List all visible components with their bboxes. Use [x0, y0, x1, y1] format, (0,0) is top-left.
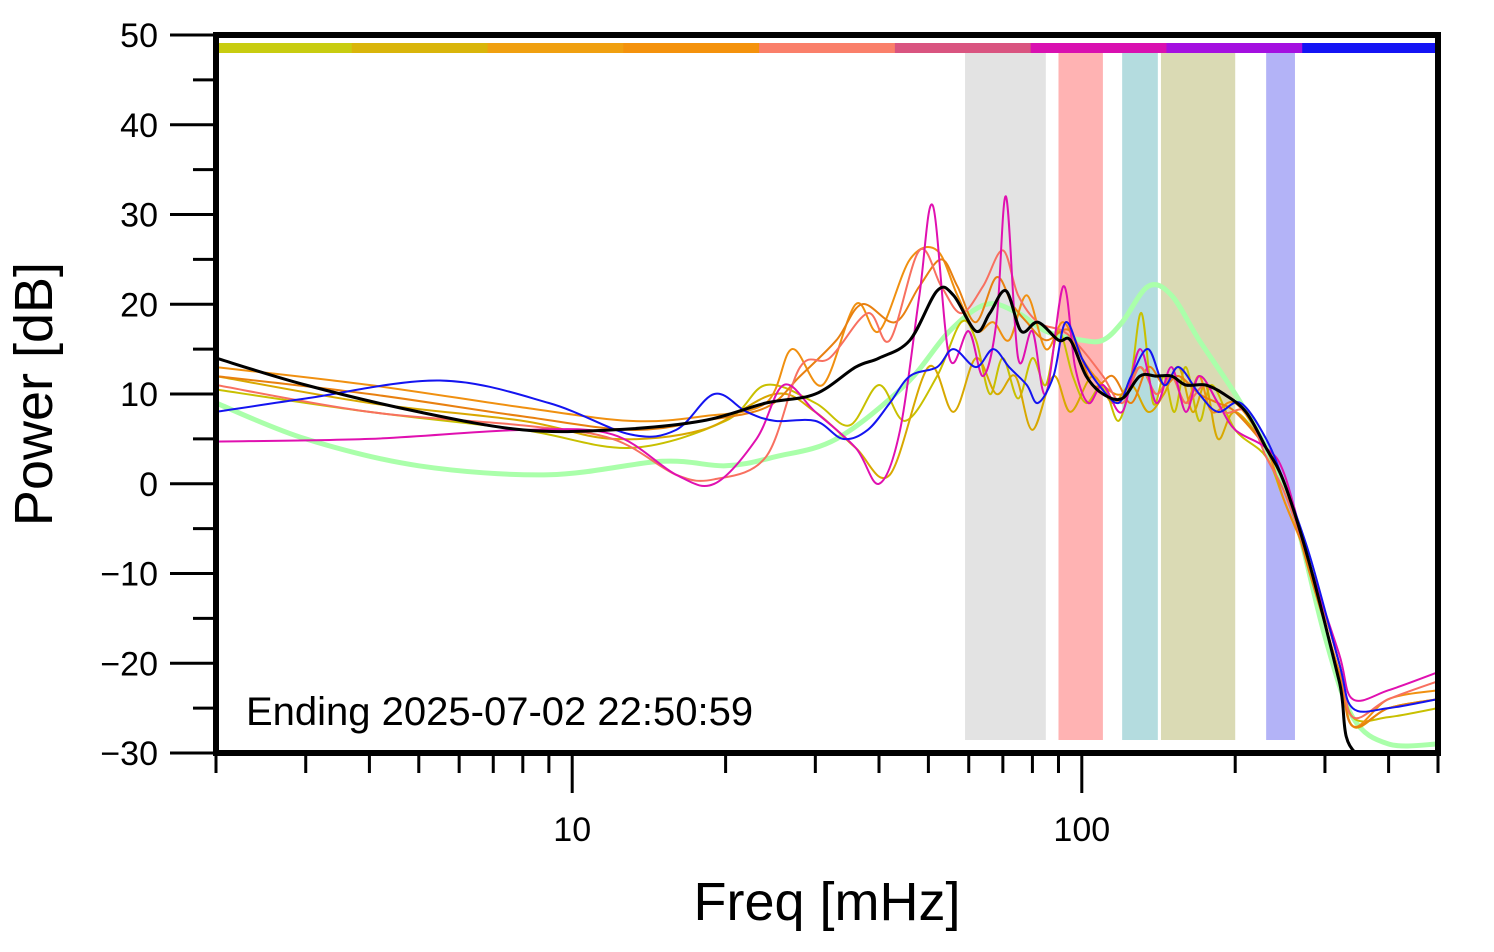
series-line-8: [216, 285, 1359, 753]
y-tick-label: 30: [120, 197, 158, 235]
series-line-4: [216, 258, 1438, 729]
color-strip: [216, 43, 1439, 53]
color-strip-segment-5: [894, 43, 1032, 53]
y-tick-label: −30: [100, 735, 158, 773]
color-strip-segment-8: [1302, 43, 1439, 53]
y-axis-title: Power [dB]: [4, 262, 64, 526]
color-strip-segment-1: [351, 43, 489, 53]
series-line-3: [216, 246, 1438, 728]
color-strip-segment-7: [1166, 43, 1303, 53]
band-3: [1160, 52, 1236, 740]
series-line-6: [216, 195, 1438, 702]
x-tick-label: 10: [553, 811, 591, 849]
series-line-7: [216, 321, 1438, 713]
x-axis-title: Freq [mHz]: [693, 872, 960, 932]
band-4: [1266, 52, 1295, 740]
color-strip-segment-0: [216, 43, 353, 53]
y-tick-label: 10: [120, 376, 158, 414]
y-tick-label: 40: [120, 107, 158, 145]
y-tick-label: 0: [139, 466, 158, 504]
spectrum-series: [216, 195, 1438, 753]
plot-frame: [213, 32, 1441, 756]
y-tick-label: −10: [100, 556, 158, 594]
y-axis: 50 40 30 20 10 0 −10 −20 −30: [100, 17, 216, 773]
y-tick-label: 20: [120, 286, 158, 324]
band-0: [965, 52, 1046, 740]
color-strip-segment-4: [759, 43, 896, 53]
series-line-2: [216, 357, 1438, 729]
x-axis: 10 100: [214, 753, 1440, 849]
frequency-bands: [965, 52, 1295, 740]
annotation-ending: Ending 2025-07-02 22:50:59: [246, 690, 753, 734]
series-line-1: [216, 312, 1438, 723]
series-line-0: [216, 282, 1438, 749]
y-tick-label: 50: [120, 17, 158, 55]
y-tick-label: −20: [100, 645, 158, 683]
color-strip-segment-6: [1030, 43, 1167, 53]
series-line-5: [216, 247, 1438, 720]
color-strip-segment-3: [623, 43, 760, 53]
color-strip-segment-2: [487, 43, 624, 53]
x-tick-label: 100: [1053, 811, 1110, 849]
